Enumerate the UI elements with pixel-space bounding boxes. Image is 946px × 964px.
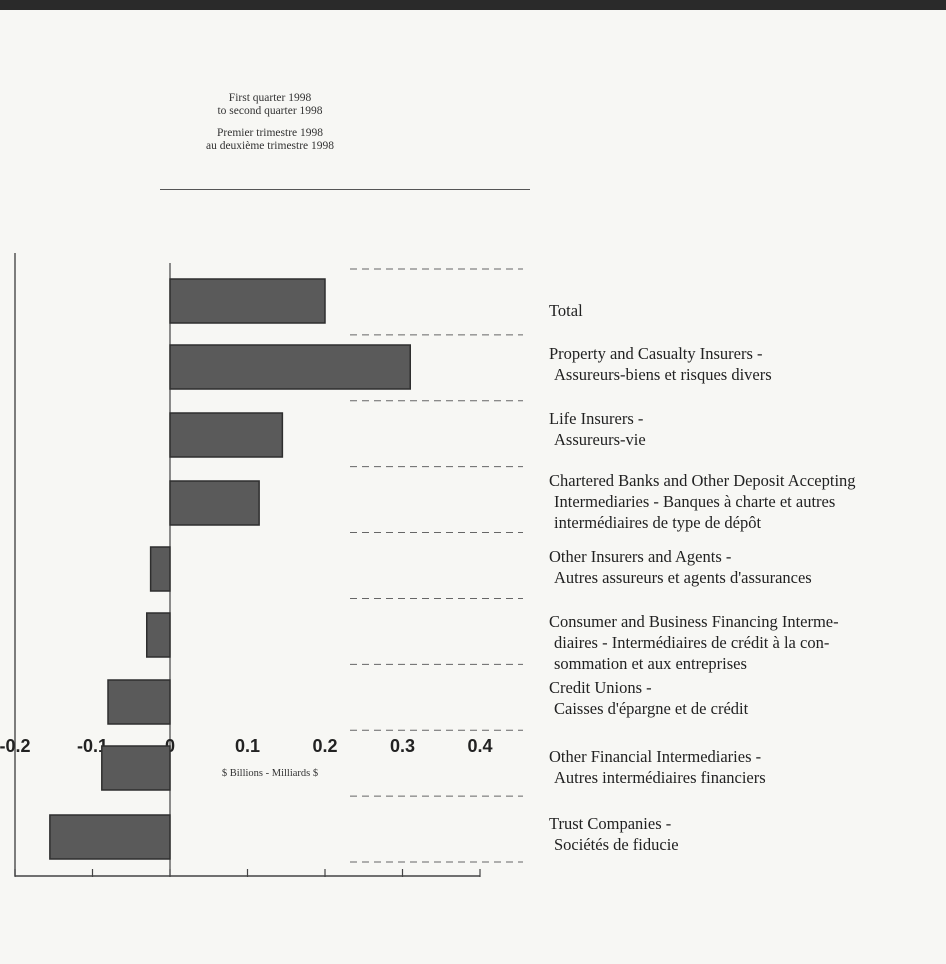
x-tick-label: 0.3 — [390, 736, 415, 756]
category-label: Other Financial Intermediaries - Autres i… — [549, 746, 946, 788]
category-label-line: diaires - Intermédiaires de crédit à la … — [554, 633, 830, 652]
chart-period-header: First quarter 1998 to second quarter 199… — [160, 92, 380, 153]
bar — [146, 612, 171, 658]
category-label: Trust Companies - Sociétés de fiducie — [549, 813, 946, 855]
category-label-line: Property and Casualty Insurers - — [549, 344, 763, 363]
category-label: Total — [549, 300, 946, 321]
category-label-line: Autres assureurs et agents d'assurances — [554, 568, 812, 587]
bar — [169, 412, 284, 458]
bar — [149, 546, 171, 592]
bar — [101, 745, 171, 791]
bar — [169, 480, 260, 526]
category-label: Property and Casualty Insurers - Assureur… — [549, 343, 946, 385]
category-label-line: Other Financial Intermediaries - — [549, 747, 762, 766]
bar — [107, 679, 171, 725]
period-line-fr-1: Premier trimestre 1998 — [216, 127, 324, 139]
period-line-fr-2: au deuxième trimestre 1998 — [205, 140, 335, 152]
category-label-line: Sociétés de fiducie — [554, 835, 679, 854]
period-line-en-2: to second quarter 1998 — [217, 105, 323, 117]
category-label-line: Total — [549, 301, 583, 320]
category-label-line: Assureurs-vie — [554, 430, 646, 449]
category-label: Credit Unions - Caisses d'épargne et de c… — [549, 677, 946, 719]
category-label-line: Life Insurers - — [549, 409, 644, 428]
category-label: Consumer and Business Financing Interme-… — [549, 611, 946, 674]
x-tick-label: -0.1 — [77, 736, 108, 756]
bar — [49, 814, 171, 860]
x-tick-label: 0.4 — [467, 736, 492, 756]
top-border-bar — [0, 0, 946, 10]
bar — [169, 344, 411, 390]
category-label: Chartered Banks and Other Deposit Accept… — [549, 470, 946, 533]
category-label-line: Other Insurers and Agents - — [549, 547, 732, 566]
category-label-line: Intermediaries - Banques à charte et aut… — [554, 492, 836, 511]
category-label: Other Insurers and Agents - Autres assure… — [549, 546, 946, 588]
x-tick-label: -0.2 — [0, 736, 31, 756]
category-label-line: Trust Companies - — [549, 814, 672, 833]
bar — [169, 278, 326, 324]
x-tick-label: 0.2 — [312, 736, 337, 756]
category-label: Life Insurers - Assureurs-vie — [549, 408, 946, 450]
x-tick-label: 0.1 — [235, 736, 260, 756]
category-label-line: Autres intermédiaires financiers — [554, 768, 766, 787]
category-label-line: intermédiaires de type de dépôt — [554, 513, 762, 532]
category-label-line: sommation et aux entreprises — [554, 654, 747, 673]
period-line-en-1: First quarter 1998 — [228, 92, 312, 104]
category-label-line: Chartered Banks and Other Deposit Accept… — [549, 471, 856, 490]
category-label-line: Consumer and Business Financing Interme- — [549, 612, 839, 631]
category-label-line: Assureurs-biens et risques divers — [554, 365, 772, 384]
header-rule — [160, 189, 530, 190]
category-label-line: Credit Unions - — [549, 678, 652, 697]
category-label-line: Caisses d'épargne et de crédit — [554, 699, 749, 718]
x-axis-label: $ Billions - Milliards $ — [221, 768, 319, 779]
